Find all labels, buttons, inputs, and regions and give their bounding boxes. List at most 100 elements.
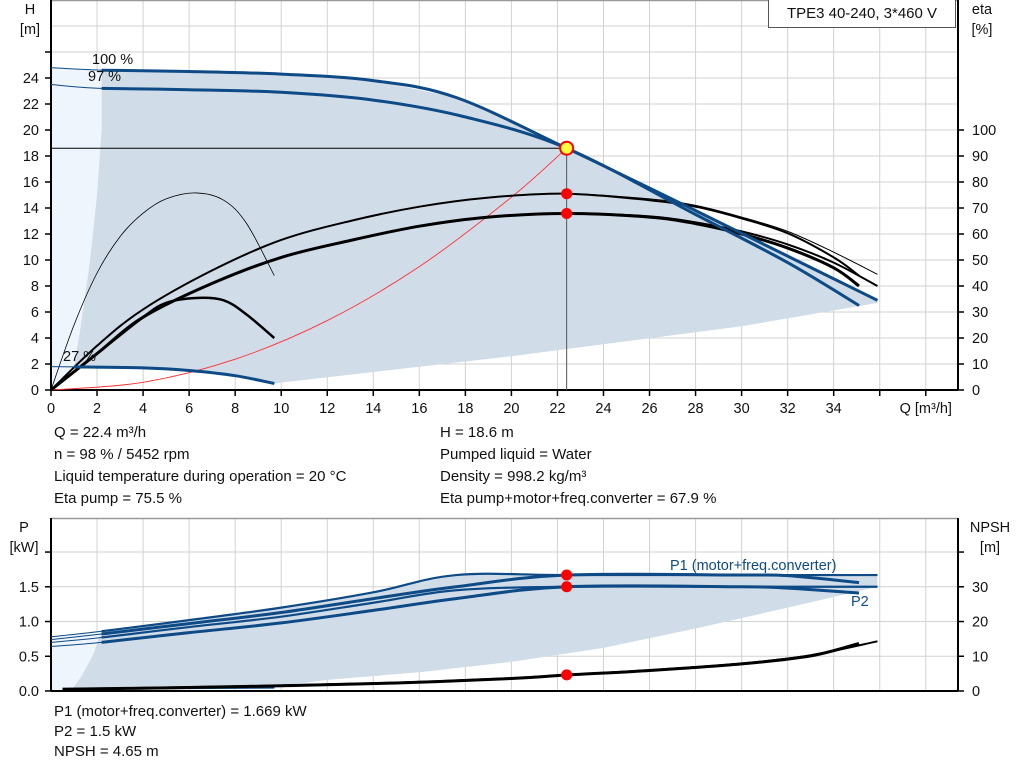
y-tick-label: 0 [31, 383, 39, 399]
x-tick-label: 28 [687, 401, 703, 417]
y2-tick-label: 0 [972, 383, 980, 399]
head-curve [73, 365, 275, 385]
y-tick-label: 2 [31, 357, 39, 373]
eta-total-value: Eta pump+motor+freq.converter = 67.9 % [440, 490, 717, 507]
y-tick-label: 12 [23, 227, 39, 243]
y-tick-label: 4 [31, 331, 39, 347]
y-tick-label: 22 [23, 97, 39, 113]
speed-value: n = 98 % / 5452 rpm [54, 446, 190, 463]
x-tick-label: 2 [93, 401, 101, 417]
operating-area [74, 70, 878, 384]
p1-duty-point [561, 569, 573, 581]
x-tick-label: 0 [47, 401, 55, 417]
y2-tick-label: 0 [972, 684, 980, 700]
eta-curve [50, 296, 276, 391]
x-tick-label: 32 [780, 401, 796, 417]
x-tick-label: 18 [457, 401, 473, 417]
y-tick-label: 24 [23, 71, 39, 87]
x-tick-label: 6 [185, 401, 193, 417]
p1-curve-label: P1 (motor+freq.converter) [670, 558, 836, 574]
power-curve [101, 584, 860, 644]
x-tick-label: 20 [503, 401, 519, 417]
x-axis-label: Q [m³/h] [900, 401, 952, 417]
p1-value: P1 (motor+freq.converter) = 1.669 kW [54, 703, 307, 720]
y-tick-label: 18 [23, 149, 39, 165]
x-tick-label: 8 [231, 401, 239, 417]
y2-tick-label: 30 [972, 580, 988, 596]
head-duty-point [559, 140, 575, 156]
x-tick-label: 4 [139, 401, 147, 417]
p2-curve-label: P2 [851, 594, 869, 610]
y2-tick-label: 20 [972, 615, 988, 631]
npsh-value: NPSH = 4.65 m [54, 743, 159, 760]
speed-label-27: 27 % [63, 349, 96, 365]
y2-tick-label: 30 [972, 305, 988, 321]
x-tick-label: 16 [411, 401, 427, 417]
y2-tick-label: 40 [972, 279, 988, 295]
x-tick-label: 22 [549, 401, 565, 417]
x-tick-label: 10 [273, 401, 289, 417]
eta-curve [50, 192, 275, 391]
y2-tick-label: 10 [972, 649, 988, 665]
power-curve [101, 572, 860, 636]
y-tick-label: 8 [31, 279, 39, 295]
speed-label-100: 100 % [92, 52, 133, 68]
pump-model-title: TPE3 40-240, 3*460 V [768, 0, 956, 28]
y2-tick-label: 50 [972, 253, 988, 269]
power-info: P1 (motor+freq.converter) = 1.669 kW P2 … [54, 702, 307, 762]
y2-axis-label-unit: [%] [972, 22, 993, 38]
x-tick-label: 30 [734, 401, 750, 417]
system-curve [50, 147, 567, 391]
x-tick-label: 12 [319, 401, 335, 417]
x-tick-label: 24 [595, 401, 611, 417]
duty-info-right: H = 18.6 m Pumped liquid = Water Density… [440, 422, 716, 510]
liquid-temperature-value: Liquid temperature during operation = 20… [54, 468, 347, 485]
eta-duty-point [561, 188, 573, 200]
p2-duty-point [561, 581, 573, 593]
eta-curve [50, 192, 860, 391]
y2-tick-label: 10 [972, 357, 988, 373]
y2-tick-label: 80 [972, 175, 988, 191]
y-axis-label-name: P [19, 520, 29, 536]
speed-label-97: 97 % [88, 69, 121, 85]
density-value: Density = 998.2 kg/m³ [440, 468, 587, 485]
npsh-curve [62, 641, 860, 691]
operating-area [71, 575, 878, 690]
y2-tick-label: 100 [972, 123, 996, 139]
y-tick-label: 0.0 [19, 684, 39, 700]
y2-tick-label: 20 [972, 331, 988, 347]
x-tick-label: 26 [641, 401, 657, 417]
head-curve [101, 68, 879, 302]
y-tick-label: 6 [31, 305, 39, 321]
y2-axis-label-name: NPSH [970, 520, 1010, 536]
head-curve [101, 86, 860, 307]
y-tick-label: 1.0 [19, 615, 39, 631]
y-tick-label: 10 [23, 253, 39, 269]
y-axis-label-unit: [kW] [10, 540, 39, 556]
y-tick-label: 0.5 [19, 649, 39, 665]
y-tick-label: 1.5 [19, 580, 39, 596]
y-tick-label: 16 [23, 175, 39, 191]
power-npsh-chart: 0.0 0.5 1.0 1.5 0 10 20 30 P [kW] NPSH [m] P1 (motor… [10, 517, 1010, 700]
y2-axis-label-name: eta [972, 2, 993, 18]
x-tick-label: 14 [365, 401, 381, 417]
y2-tick-label: 60 [972, 227, 988, 243]
x-tick-label: 34 [826, 401, 842, 417]
y2-axis-label-unit: [m] [980, 540, 1000, 556]
duty-info-left: Q = 22.4 m³/h n = 98 % / 5452 rpm Liquid… [54, 422, 346, 510]
y2-tick-label: 90 [972, 149, 988, 165]
y-tick-label: 14 [23, 201, 39, 217]
flow-value: Q = 22.4 m³/h [54, 424, 147, 441]
eta-pump-value: Eta pump = 75.5 % [54, 490, 182, 507]
pumped-liquid-value: Pumped liquid = Water [440, 446, 592, 463]
npsh-duty-point [561, 669, 573, 681]
y-tick-label: 20 [23, 123, 39, 139]
extended-operating-area [51, 631, 102, 691]
eta-duty-point [561, 207, 573, 219]
p2-value: P2 = 1.5 kW [54, 723, 137, 740]
head-value: H = 18.6 m [440, 424, 514, 441]
y-axis-label-name: H [25, 2, 35, 18]
head-eta-chart: 0 2 4 6 8 10 12 14 16 18 20 22 24 26 28 30 32 34 Q [m³/h]0… [20, 0, 996, 417]
y-axis-label-unit: [m] [20, 22, 40, 38]
